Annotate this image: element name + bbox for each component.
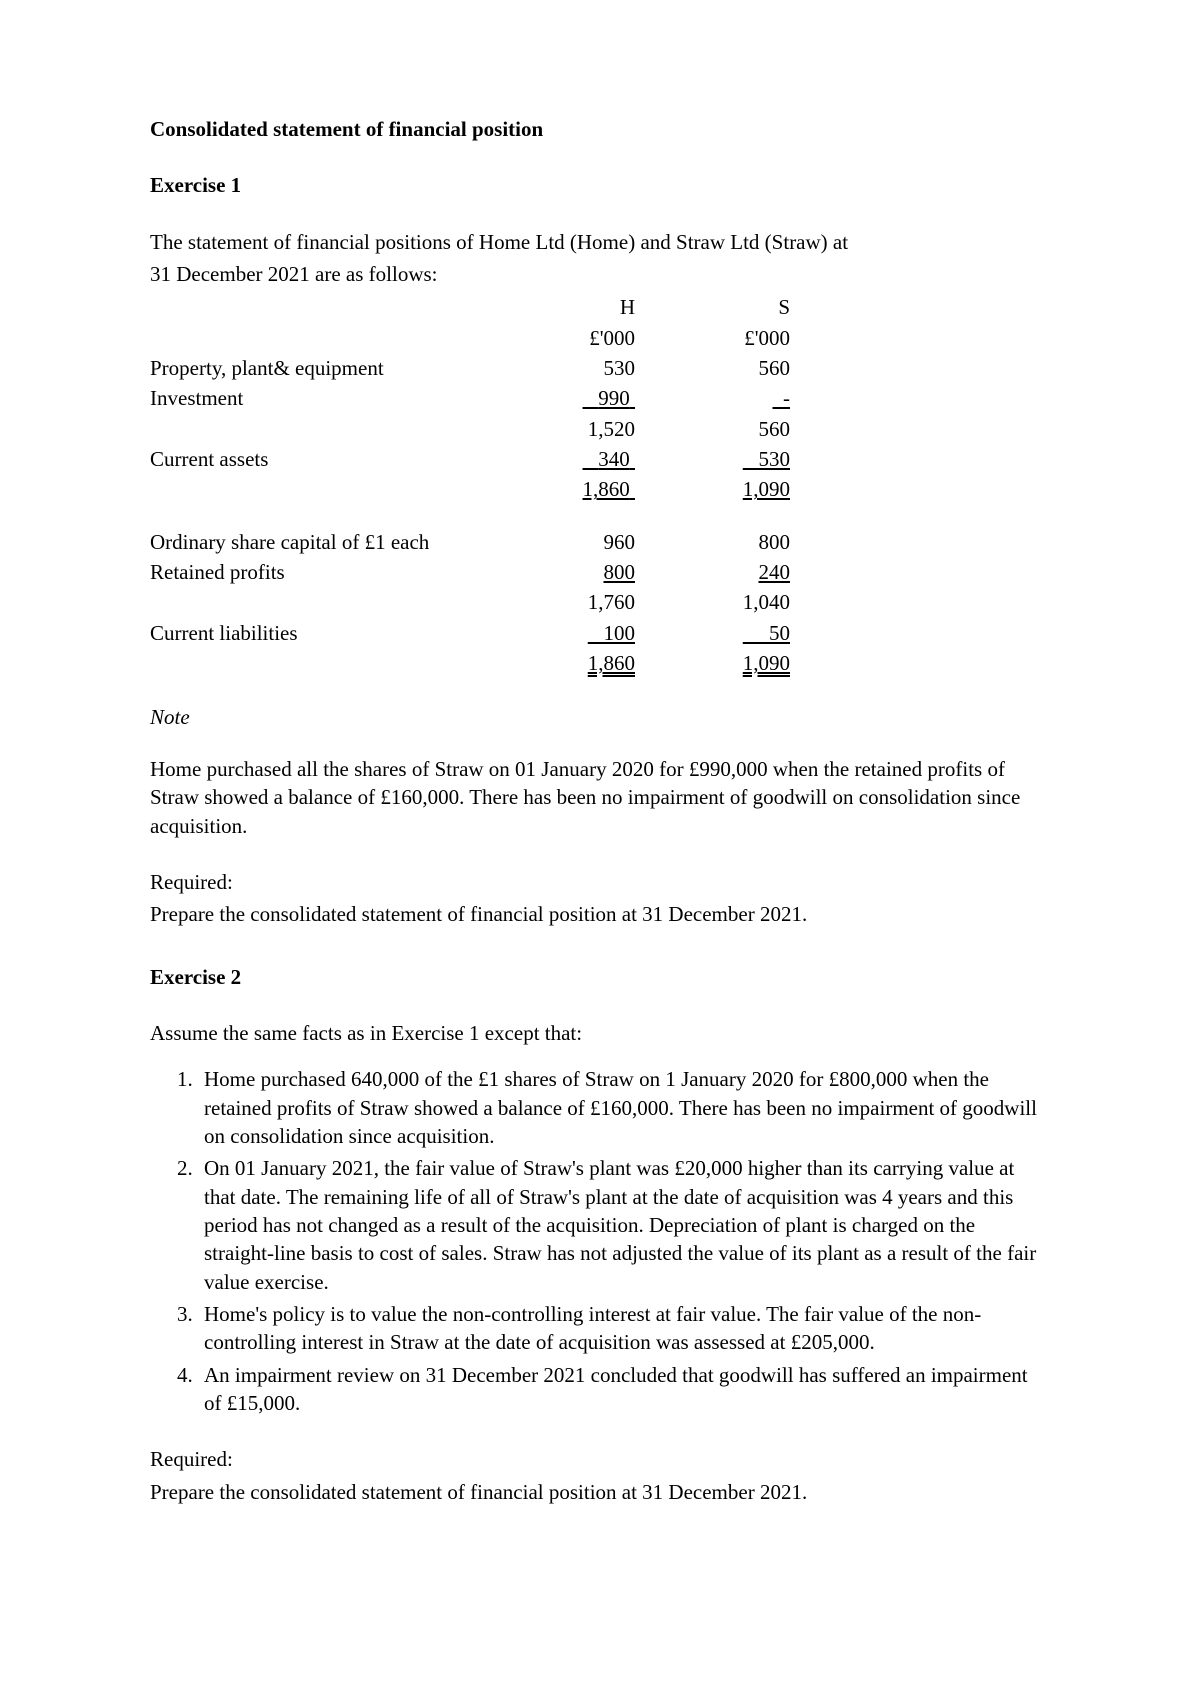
page-title: Consolidated statement of financial posi… [150,115,1050,143]
row-sub2-s: 1,040 [635,587,790,617]
unit-s: £'000 [635,323,790,353]
list-item: An impairment review on 31 December 2021… [198,1361,1050,1418]
row-osc-h: 960 [480,527,635,557]
row-sub2-h: 1,760 [480,587,635,617]
row-tot2-h: 1,860 [588,651,635,675]
row-rp-s: 240 [759,560,791,584]
ex2-required-text: Prepare the consolidated statement of fi… [150,1478,1050,1506]
list-item: On 01 January 2021, the fair value of St… [198,1154,1050,1296]
row-tot1-s: 1,090 [743,477,790,501]
note-text: Home purchased all the shares of Straw o… [150,755,1050,840]
ex1-intro-line2: 31 December 2021 are as follows: [150,260,1050,288]
exercise-2-heading: Exercise 2 [150,963,1050,991]
ex1-required-text: Prepare the consolidated statement of fi… [150,900,1050,928]
ex1-required-label: Required: [150,868,1050,896]
row-osc-s: 800 [635,527,790,557]
ex2-list: Home purchased 640,000 of the £1 shares … [150,1065,1050,1417]
row-rp-h: 800 [604,560,636,584]
row-osc-label: Ordinary share capital of £1 each [150,527,480,557]
row-cl-s: 50 [743,621,790,645]
ex1-intro-line1: The statement of financial positions of … [150,228,1050,256]
financial-table: H S £'000 £'000 Property, plant& equipme… [150,292,790,678]
row-ca-h: 340 [583,447,636,471]
row-inv-h: 990 [583,386,636,410]
row-ca-s: 530 [743,447,790,471]
row-ppe-h: 530 [480,353,635,383]
row-rp-label: Retained profits [150,557,480,587]
ex2-required-label: Required: [150,1445,1050,1473]
note-label: Note [150,703,1050,731]
row-sub1-s: 560 [635,414,790,444]
row-inv-label: Investment [150,383,480,413]
col-header-s: S [635,292,790,322]
row-ca-label: Current assets [150,444,480,474]
list-item: Home purchased 640,000 of the £1 shares … [198,1065,1050,1150]
row-inv-s: - [773,386,791,410]
row-cl-h: 100 [588,621,635,645]
list-item: Home's policy is to value the non-contro… [198,1300,1050,1357]
unit-h: £'000 [480,323,635,353]
exercise-1-heading: Exercise 1 [150,171,1050,199]
row-ppe-s: 560 [635,353,790,383]
row-sub1-h: 1,520 [480,414,635,444]
row-tot2-s: 1,090 [743,651,790,675]
col-header-h: H [480,292,635,322]
row-ppe-label: Property, plant& equipment [150,353,480,383]
row-tot1-h: 1,860 [583,477,636,501]
ex2-intro: Assume the same facts as in Exercise 1 e… [150,1019,1050,1047]
row-cl-label: Current liabilities [150,618,480,648]
